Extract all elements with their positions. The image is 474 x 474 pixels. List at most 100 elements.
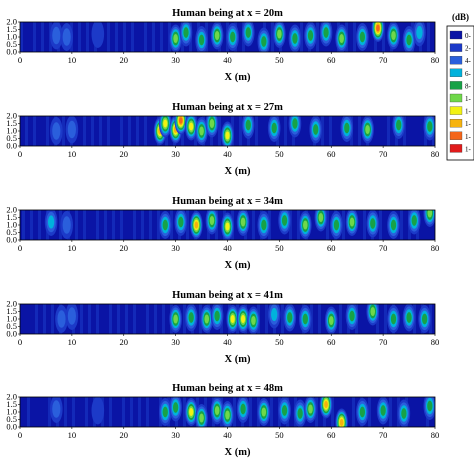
y-tick-label: 2.0 — [6, 111, 17, 121]
background-band — [43, 304, 46, 334]
legend-label: 8- — [465, 82, 472, 90]
x-tick-label: 30 — [171, 337, 180, 347]
hotspot-contour — [349, 217, 355, 227]
y-tick-label: 0.0 — [6, 422, 17, 432]
background-band — [400, 210, 403, 240]
hotspot-contour — [324, 400, 328, 409]
x-tick-label: 0 — [18, 243, 22, 253]
hotspot-contour — [163, 119, 168, 128]
background-band — [270, 397, 273, 427]
background-band — [120, 116, 123, 146]
background-band — [123, 22, 126, 52]
x-tick-label: 80 — [431, 55, 440, 65]
x-tick-label: 40 — [223, 430, 232, 440]
x-tick-label: 80 — [431, 243, 440, 253]
x-tick-label: 80 — [431, 430, 440, 440]
y-tick-label: 0.0 — [6, 47, 17, 57]
background-band — [249, 397, 252, 427]
background-band — [107, 116, 110, 146]
background-band — [146, 397, 149, 427]
hotspot-contour — [47, 215, 55, 229]
hotspot-contour — [240, 315, 246, 323]
background-band — [318, 304, 321, 334]
legend-swatch — [449, 68, 463, 77]
legend-swatch — [449, 56, 463, 65]
background-band — [46, 116, 49, 146]
legend-swatch — [449, 144, 463, 153]
hotspot-contour — [62, 216, 71, 234]
x-tick-label: 0 — [18, 337, 22, 347]
hotspot-contour — [318, 212, 324, 223]
legend-label: 1- — [465, 145, 472, 153]
hotspot-contour — [281, 405, 288, 416]
hotspot-contour — [281, 215, 288, 226]
x-tick-label: 10 — [68, 430, 77, 440]
background-band — [136, 116, 139, 146]
background-band — [382, 22, 385, 52]
background-band — [239, 116, 242, 146]
background-band — [130, 397, 133, 427]
hotspot-contour — [261, 219, 267, 231]
hotspot-contour — [376, 24, 380, 32]
legend-swatch — [449, 43, 463, 52]
hotspot-contour — [307, 30, 314, 41]
background-band — [107, 22, 110, 52]
hotspot-contour — [427, 121, 433, 132]
hotspot-contour — [179, 117, 183, 124]
heatmap-panel-4: Human being at x = 41m 0.00.51.01.52.0 0 10… — [6, 290, 439, 365]
hotspot-contour — [380, 405, 386, 416]
background-band — [186, 210, 189, 240]
hotspot-contour — [391, 30, 396, 41]
x-tick-label: 50 — [275, 337, 284, 347]
background-band — [233, 397, 236, 427]
background-band — [387, 116, 390, 146]
color-legend: (dB) 0- 2- 4- 6- 8- 1- 1- 1- 1- 1- — [446, 12, 474, 161]
x-tick-label: 40 — [223, 55, 232, 65]
legend-swatch — [449, 81, 463, 90]
background-band — [51, 304, 54, 334]
legend-label: 6- — [465, 70, 472, 78]
background-band — [316, 22, 319, 52]
background-band — [339, 304, 342, 334]
x-axis-label: X (m) — [225, 166, 251, 177]
legend-label: 0- — [465, 32, 472, 40]
background-band — [104, 210, 107, 240]
background-band — [149, 210, 152, 240]
hotspot-contour — [214, 310, 220, 322]
y-tick-label: 2.0 — [6, 17, 17, 27]
x-tick-label: 70 — [379, 243, 388, 253]
x-tick-label: 10 — [68, 243, 77, 253]
hotspot-contour — [189, 408, 194, 416]
background-band — [144, 116, 147, 146]
background-band — [30, 210, 33, 240]
background-band — [297, 210, 300, 240]
hotspot-contour — [427, 210, 433, 218]
background-band — [99, 116, 102, 146]
background-band — [133, 210, 136, 240]
hotspot-contour — [406, 34, 412, 46]
background-band — [427, 22, 430, 52]
background-band — [62, 116, 65, 146]
y-tick-label: 0.5 — [6, 414, 17, 424]
hotspot-contour — [199, 413, 204, 423]
x-tick-label: 50 — [275, 55, 284, 65]
background-band — [138, 397, 141, 427]
x-axis-label: X (m) — [225, 260, 251, 271]
background-band — [83, 116, 86, 146]
hotspot-contour — [401, 408, 407, 419]
hotspot-contour — [189, 122, 194, 131]
x-tick-label: 50 — [275, 149, 284, 159]
x-tick-label: 20 — [120, 149, 129, 159]
hotspot-contour — [349, 310, 355, 322]
hotspot-contour — [225, 131, 230, 140]
legend-swatch — [449, 30, 463, 40]
x-tick-label: 60 — [327, 430, 336, 440]
x-tick-label: 20 — [120, 55, 129, 65]
y-tick-label: 2.0 — [6, 299, 17, 309]
x-axis-label: X (m) — [225, 72, 251, 83]
background-band — [218, 116, 221, 146]
hotspot-contour — [225, 410, 230, 420]
heatmap-field — [25, 116, 435, 146]
legend-label: 2- — [465, 45, 472, 53]
